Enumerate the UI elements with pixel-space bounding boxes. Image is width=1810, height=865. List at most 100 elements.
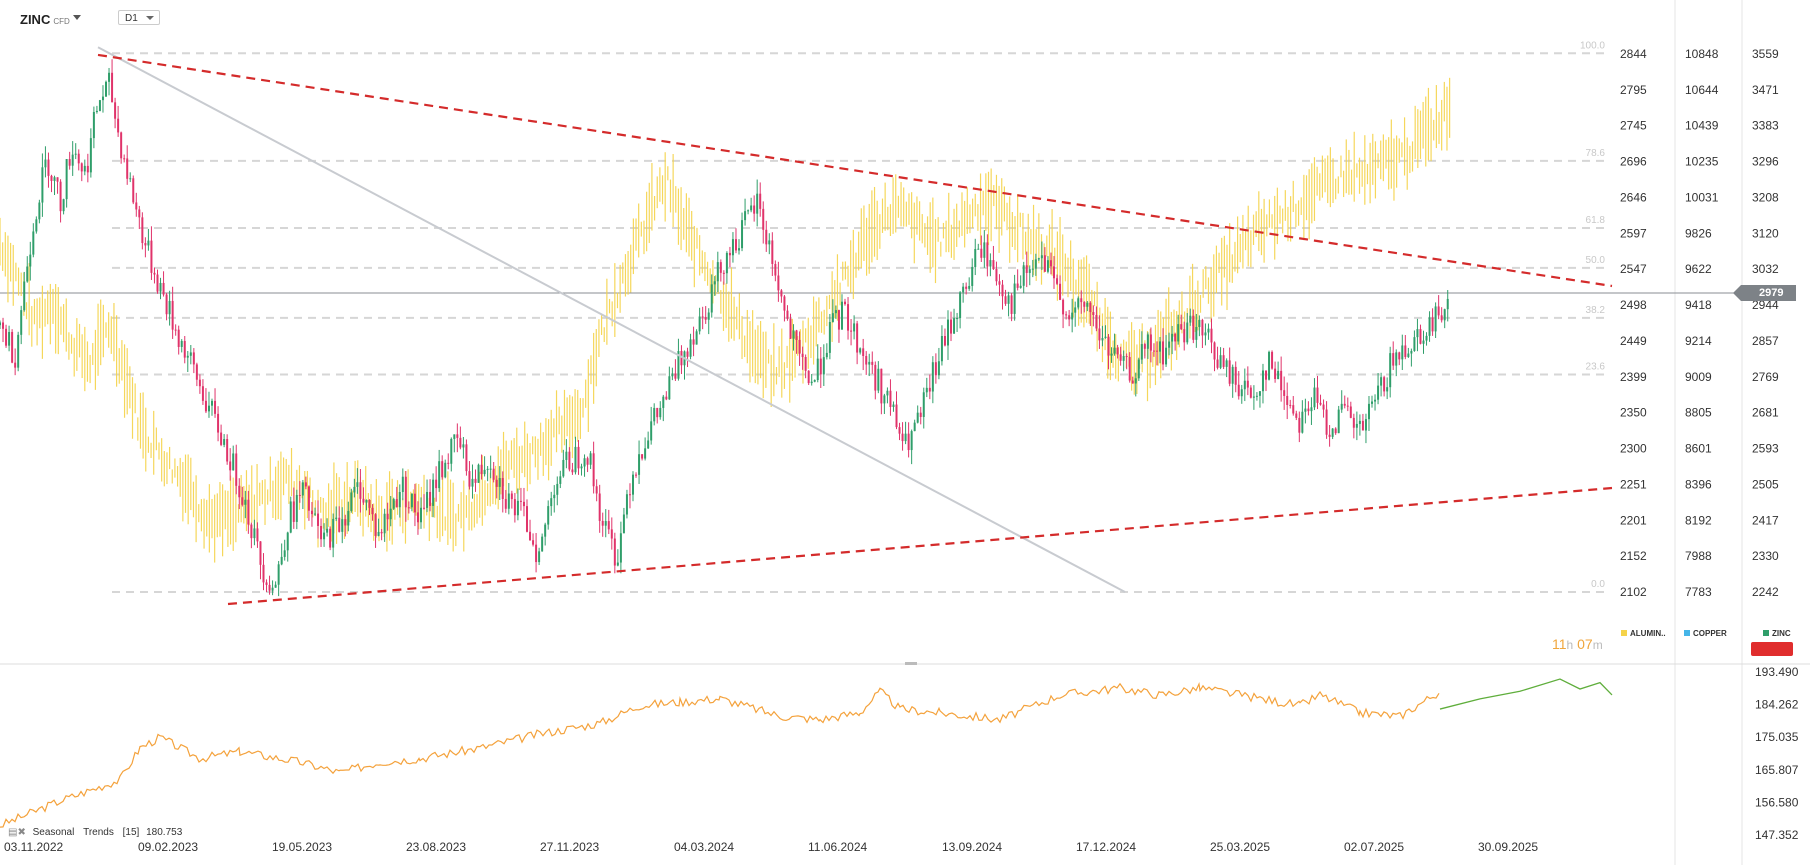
zinc-candle-body	[1010, 295, 1013, 314]
zinc-candle-body	[744, 211, 747, 221]
axis-aluminium-tick: 3383	[1752, 119, 1779, 133]
zinc-candle-body	[44, 159, 47, 168]
axis-zinc-tick: 2251	[1620, 477, 1647, 491]
x-axis-label: 09.02.2023	[138, 840, 198, 854]
axis-copper-tick: 7783	[1685, 585, 1712, 599]
zinc-candle-body	[556, 483, 559, 495]
legend-item-zinc[interactable]: ZINC	[1763, 629, 1791, 638]
zinc-candle-body	[1213, 342, 1216, 360]
zinc-candle-body	[1080, 298, 1083, 303]
axis-aluminium-tick: 2417	[1752, 513, 1779, 527]
axis-zinc-tick: 2350	[1620, 406, 1647, 420]
zinc-candle-body	[1140, 344, 1143, 360]
zinc-candle-body	[117, 118, 120, 133]
legend-swatch	[1763, 630, 1769, 636]
fib-level-label: 38.2	[1586, 305, 1606, 316]
zinc-candle-body	[1358, 420, 1361, 424]
zinc-candle-body	[668, 376, 671, 400]
indicator-legend[interactable]: ▤✖ Seasonal Trends [15] 180.753	[8, 827, 182, 838]
zinc-candle-body	[298, 494, 301, 496]
zinc-candle-body	[247, 499, 250, 525]
axis-copper-tick: 9418	[1685, 298, 1712, 312]
zinc-candle-body	[856, 323, 859, 353]
zinc-candle-body	[1261, 370, 1264, 392]
zinc-candle-body	[1128, 356, 1131, 381]
zinc-candle-body	[1289, 404, 1292, 406]
zinc-candle-body	[1137, 359, 1140, 379]
symbol-selector[interactable]: ZINC CFD	[20, 12, 70, 27]
zinc-candle-body	[1407, 353, 1410, 357]
zinc-candle-body	[959, 292, 962, 319]
zinc-candle-body	[2, 322, 5, 329]
zinc-candle-body	[1025, 265, 1028, 273]
zinc-candle-body	[971, 267, 974, 286]
zinc-candle-body	[1004, 296, 1007, 304]
chevron-down-icon[interactable]	[73, 15, 81, 20]
zinc-candle-body	[774, 263, 777, 276]
zinc-candle-body	[777, 275, 780, 291]
indicator-settings-icon[interactable]: ▤✖	[8, 827, 26, 838]
zinc-candle-body	[1316, 387, 1319, 403]
zinc-candle-body	[925, 387, 928, 393]
zinc-candle-body	[335, 517, 338, 519]
zinc-candle-body	[989, 260, 992, 267]
zinc-candle-body	[1349, 406, 1352, 418]
zinc-candle-body	[689, 339, 692, 357]
zinc-candle-body	[644, 448, 647, 459]
legend-swatch	[1621, 630, 1627, 636]
zinc-candle-body	[65, 159, 68, 200]
zinc-candle-body	[229, 461, 232, 471]
zinc-candle-body	[753, 205, 756, 214]
zinc-candle-body	[628, 494, 631, 496]
zinc-candle-body	[59, 181, 62, 212]
zinc-candle-body	[320, 525, 323, 540]
zinc-candle-body	[1319, 402, 1322, 405]
legend-item-aluminium[interactable]: ALUMIN..	[1621, 629, 1666, 638]
zinc-candle-body	[41, 167, 44, 203]
legend-item-copper[interactable]: COPPER	[1684, 629, 1727, 638]
zinc-candle-body	[1286, 395, 1289, 405]
zinc-candle-body	[135, 202, 138, 210]
zinc-candle-body	[323, 532, 326, 540]
axis-copper-tick: 8396	[1685, 477, 1712, 491]
zinc-candle-body	[641, 454, 644, 459]
zinc-candle-body	[962, 286, 965, 293]
zinc-candle-body	[580, 466, 583, 469]
axis-copper-tick: 8601	[1685, 442, 1712, 456]
zinc-candle-body	[1428, 317, 1431, 336]
zinc-candle-body	[1410, 350, 1413, 354]
zinc-candle-body	[111, 72, 114, 103]
zinc-candle-body	[1252, 396, 1255, 398]
zinc-candle-body	[1301, 411, 1304, 433]
zinc-candle-body	[162, 282, 165, 295]
zinc-candle-body	[1092, 312, 1095, 316]
zinc-candle-body	[1143, 344, 1146, 349]
zinc-candle-body	[1162, 341, 1165, 365]
zinc-candle-body	[901, 433, 904, 442]
axis-aluminium-tick: 2505	[1752, 477, 1779, 491]
lower-trendline	[227, 486, 1613, 606]
zinc-candle-body	[344, 519, 347, 526]
zinc-candle-body	[1307, 408, 1310, 412]
zinc-candle-body	[1231, 366, 1234, 384]
zinc-candle-body	[329, 528, 332, 548]
zinc-candle-body	[992, 260, 995, 270]
zinc-candle-body	[510, 493, 513, 500]
zinc-candle-body	[68, 159, 71, 166]
indicator-param: [15]	[122, 827, 140, 838]
zinc-candle-body	[1246, 380, 1249, 388]
zinc-candle-body	[804, 357, 807, 371]
zinc-candle-body	[877, 368, 880, 391]
zinc-color-badge[interactable]	[1751, 642, 1793, 656]
zinc-candle-body	[426, 491, 429, 508]
zinc-candle-body	[807, 370, 810, 384]
zinc-candle-body	[1201, 319, 1204, 336]
zinc-candle-body	[586, 458, 589, 465]
countdown-hour-unit: h	[1566, 638, 1574, 652]
zinc-candle-body	[1043, 255, 1046, 272]
zinc-candle-body	[295, 494, 298, 522]
timeframe-select[interactable]: D1	[118, 10, 160, 25]
zinc-candle-body	[1016, 283, 1019, 288]
zinc-candle-body	[862, 348, 865, 356]
